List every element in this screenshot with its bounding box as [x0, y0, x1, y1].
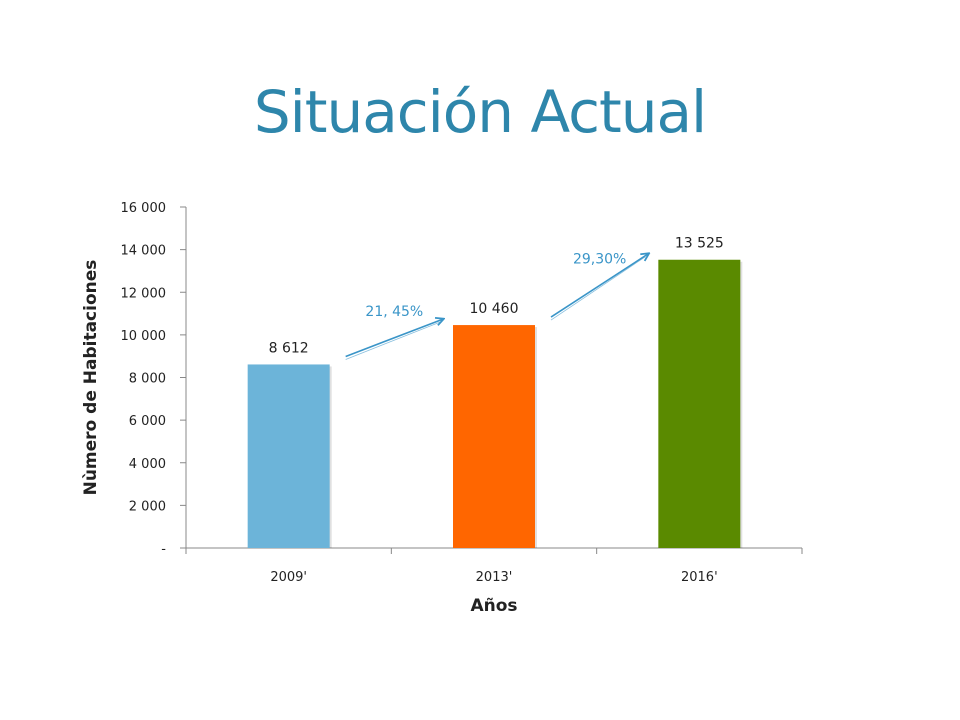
y-tick-label: 8 000 — [129, 372, 166, 387]
bar — [453, 325, 535, 548]
growth-label: 21, 45% — [365, 304, 423, 320]
growth-arrow-shadow — [345, 321, 441, 360]
x-tick-label: 2016' — [681, 570, 718, 585]
data-label: 13 525 — [675, 236, 724, 252]
y-tick-label: 12 000 — [121, 286, 167, 301]
bar — [247, 364, 330, 548]
x-axis-title: Años — [470, 596, 517, 616]
y-tick-label: 14 000 — [121, 244, 167, 259]
data-label: 10 460 — [470, 301, 519, 317]
y-tick-label: 6 000 — [129, 414, 166, 429]
y-axis: - 2 000 4 000 6 000 8 000 10 000 12 000 14 000 1… — [121, 201, 187, 557]
growth-arrow — [345, 319, 443, 358]
x-axis: 2009' 2013' 2016' — [185, 547, 803, 585]
growth-annotations: 21, 45% 29,30% — [345, 251, 649, 360]
slide-title: Situación Actual — [253, 78, 707, 146]
y-tick-label: - — [161, 542, 166, 557]
y-tick-label: 2 000 — [129, 499, 166, 514]
data-label: 8 612 — [269, 340, 309, 356]
x-tick-label: 2013' — [476, 570, 513, 585]
growth-label: 29,30% — [573, 251, 626, 267]
y-axis-title: Nùmero de Habitaciones — [81, 260, 101, 496]
y-tick-label: 16 000 — [121, 201, 167, 216]
growth-arrow — [550, 254, 648, 318]
bar — [658, 259, 741, 548]
y-tick-label: 4 000 — [129, 457, 166, 472]
y-tick-label: 10 000 — [121, 329, 167, 344]
bars: 8 612 10 460 13 525 — [247, 236, 743, 548]
x-tick-label: 2009' — [270, 570, 307, 585]
growth-arrow-shadow — [550, 256, 646, 321]
